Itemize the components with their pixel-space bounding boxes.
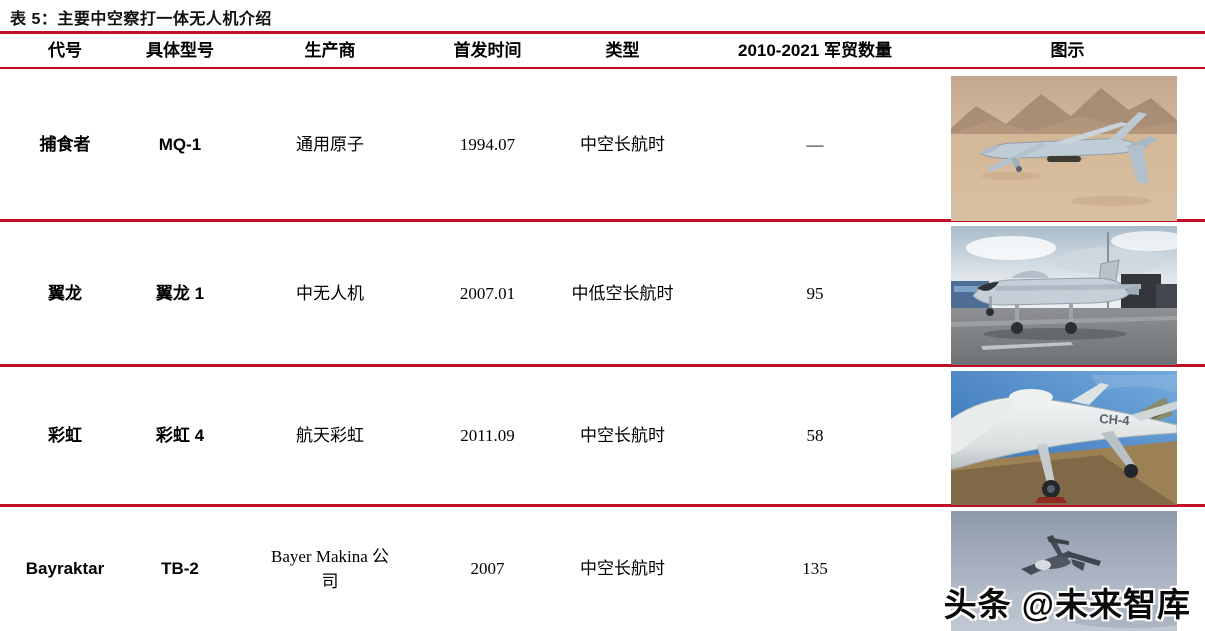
col-header-photo: 图示 [1050,40,1085,60]
col-header-first-flight: 首发时间 [453,40,522,60]
cell-photo: CH-4 [930,367,1205,505]
cell-code: 彩虹 [0,367,130,505]
table-header-row: 代号 具体型号 生产商 首发时间 类型 2010-2021 军贸数量 图示 [0,31,1205,69]
col-header-code: 代号 [48,40,82,60]
cell-manufacturer: Bayer Makina 公司 [230,507,430,631]
code-text: 彩虹 [48,426,82,446]
cell-photo [930,507,1205,631]
predator-drone-shape [979,112,1157,184]
wing-loong-1-apron-photo [951,226,1177,365]
cell-code: 翼龙 [0,222,130,365]
tb-2-flying-sky-photo [951,511,1177,631]
cell-first-flight: 2011.09 [460,426,515,446]
cell-model: MQ-1 [158,135,202,155]
cell-manufacturer: 航天彩虹 [230,367,430,505]
cell-photo [930,222,1205,365]
cell-model: 翼龙 1 [155,283,205,303]
cell-code: Bayraktar [0,507,130,631]
cell-first-flight: 2007 [470,559,505,579]
code-text: 翼龙 [48,283,82,303]
cell-first-flight: 2007.01 [459,283,516,303]
ch-4-closeup-photo: CH-4 [951,371,1177,505]
cell-trade-qty: — [806,135,824,155]
predator-mq1-desert-photo [951,76,1177,221]
code-text: 捕食者 [39,135,91,155]
manufacturer-text: 通用原子 [296,135,364,155]
table-row: 翼龙 翼龙 1 中无人机 2007.01 中低空长航时 95 [0,222,1205,367]
cell-first-flight: 1994.07 [459,135,516,155]
cell-trade-qty: 58 [806,426,824,446]
cell-manufacturer: 通用原子 [230,69,430,221]
cell-photo [930,69,1205,221]
cell-code: 捕食者 [0,69,130,221]
col-header-manufacturer: 生产商 [304,40,356,60]
cell-type: 中低空长航时 [571,283,674,303]
cell-trade-qty: 135 [802,559,828,579]
table-row: 彩虹 彩虹 4 航天彩虹 2011.09 中空长航时 58 [0,367,1205,507]
col-header-type: 类型 [605,40,640,60]
manufacturer-text: 航天彩虹 [296,426,364,446]
tb-2-drone-shape [1021,535,1101,575]
cell-type: 中空长航时 [580,426,665,446]
watermark-text: 头条 @未来智库 [943,586,1191,623]
cell-trade-qty: 95 [806,283,824,303]
cell-model: 彩虹 4 [155,426,205,446]
cell-type: 中空长航时 [580,135,665,155]
col-header-model: 具体型号 [146,40,214,60]
table-title: 表 5：主要中空察打一体无人机介绍 [10,11,272,28]
manufacturer-text: Bayer Makina 公司 [270,546,390,592]
table-row: 捕食者 MQ-1 通用原子 1994.07 中空长航时 — [0,69,1205,222]
table-row: Bayraktar TB-2 Bayer Makina 公司 2007 中空长航… [0,507,1205,631]
uav-table: 代号 具体型号 生产商 首发时间 类型 2010-2021 军贸数量 图示 捕食… [0,31,1205,631]
wing-loong-drone-shape [972,259,1141,340]
col-header-trade-qty: 2010-2021 军贸数量 [737,40,893,60]
cell-manufacturer: 中无人机 [230,222,430,365]
code-text: Bayraktar [25,559,105,579]
ch4-marking-text: CH-4 [1099,411,1131,428]
manufacturer-text: 中无人机 [296,283,364,303]
ch-4-drone-shape: CH-4 [951,383,1177,503]
cell-model: TB-2 [161,559,199,579]
cell-type: 中空长航时 [580,559,665,579]
